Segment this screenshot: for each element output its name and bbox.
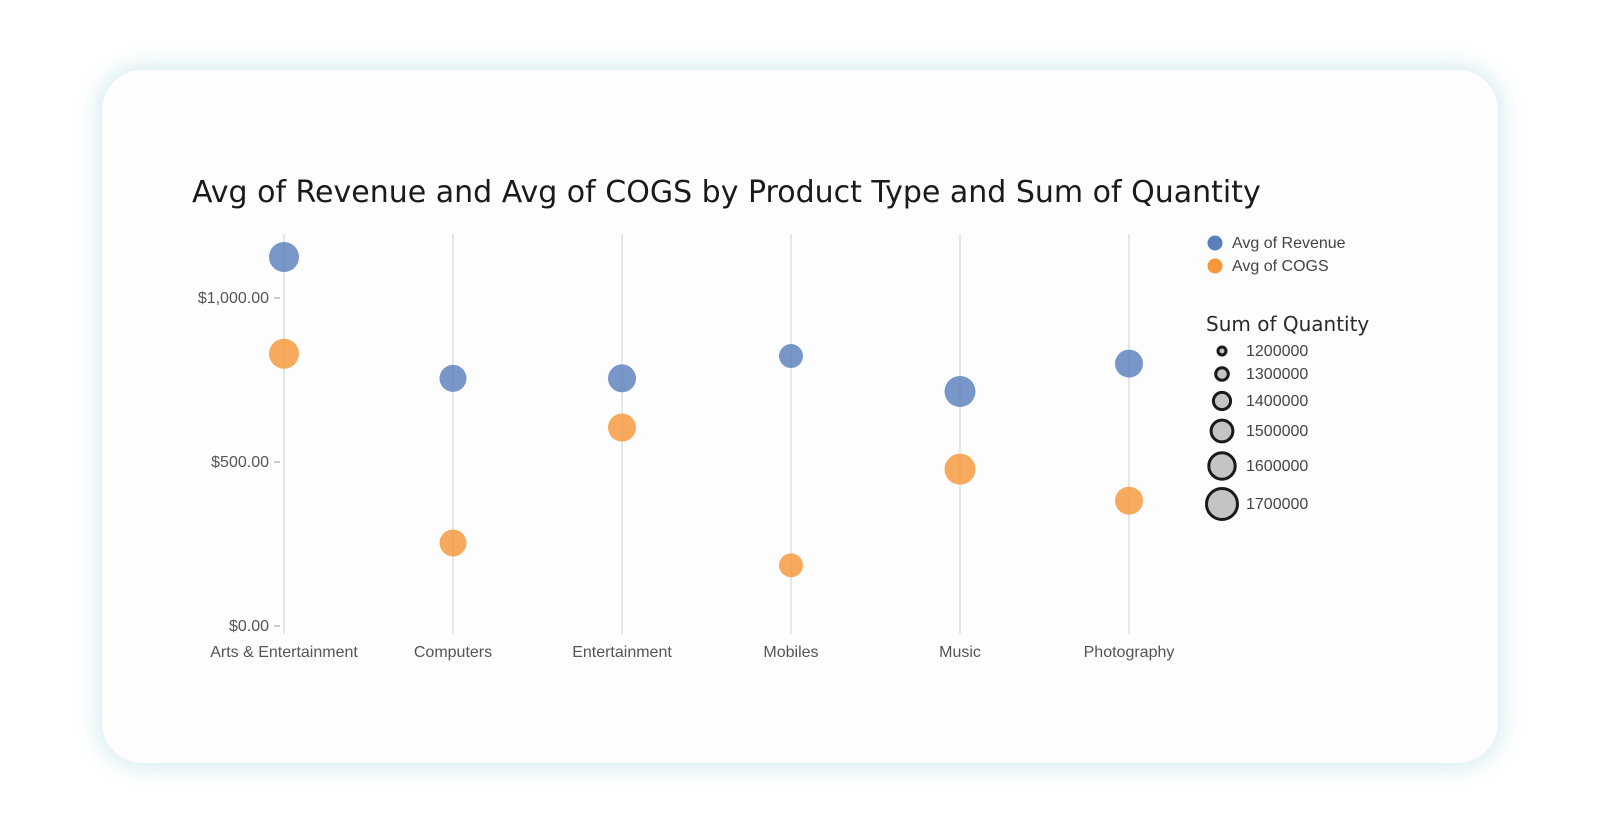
y-tick-label: $1,000.00 bbox=[198, 290, 269, 307]
x-tick-label: Arts & Entertainment bbox=[210, 644, 358, 661]
x-tick-label: Computers bbox=[414, 644, 492, 661]
cogs-point[interactable] bbox=[779, 553, 803, 578]
size-legend-label: 1400000 bbox=[1246, 393, 1308, 410]
legend: Avg of Revenue Avg of COGS Sum of Quantity… bbox=[1205, 235, 1369, 521]
x-tick-label: Photography bbox=[1084, 644, 1175, 661]
size-legend-label: 1500000 bbox=[1246, 423, 1308, 440]
revenue-point[interactable] bbox=[439, 364, 467, 392]
revenue-point[interactable] bbox=[1115, 349, 1143, 378]
x-tick-label: Entertainment bbox=[572, 644, 672, 661]
cogs-point[interactable] bbox=[269, 338, 299, 369]
revenue-point[interactable] bbox=[944, 375, 976, 407]
size-legend-label: 1700000 bbox=[1246, 496, 1308, 513]
data-points bbox=[269, 242, 1143, 578]
cogs-point[interactable] bbox=[608, 413, 636, 442]
y-tick-label: $0.00 bbox=[229, 618, 269, 635]
size-legend-circle bbox=[1211, 390, 1233, 412]
cogs-point[interactable] bbox=[439, 529, 467, 557]
size-legend-circle bbox=[1216, 345, 1228, 357]
size-legend-label: 1600000 bbox=[1246, 458, 1308, 475]
legend-label: Avg of Revenue bbox=[1232, 235, 1346, 252]
size-legend-label: 1200000 bbox=[1246, 343, 1308, 360]
legend-label: Avg of COGS bbox=[1232, 258, 1329, 275]
chart-title: Avg of Revenue and Avg of COGS by Produc… bbox=[192, 175, 1261, 210]
legend-swatch bbox=[1207, 235, 1223, 251]
size-legend-circle bbox=[1209, 418, 1235, 444]
size-legend-title: Sum of Quantity bbox=[1206, 312, 1369, 336]
size-legend-circle bbox=[1207, 451, 1237, 481]
size-legend-circle bbox=[1205, 487, 1239, 521]
chart-card: Avg of Revenue and Avg of COGS by Produc… bbox=[102, 70, 1498, 763]
y-tick-label: $500.00 bbox=[211, 454, 269, 471]
size-legend-label: 1300000 bbox=[1246, 366, 1308, 383]
x-tick-label: Mobiles bbox=[763, 644, 818, 661]
cogs-point[interactable] bbox=[1115, 486, 1143, 515]
cogs-point[interactable] bbox=[944, 453, 976, 485]
revenue-point[interactable] bbox=[608, 364, 636, 393]
x-tick-label: Music bbox=[939, 644, 981, 661]
revenue-point[interactable] bbox=[269, 242, 299, 272]
legend-swatch bbox=[1207, 258, 1223, 274]
revenue-point[interactable] bbox=[779, 344, 803, 369]
x-axis: Arts & Entertainment Computers Entertainme… bbox=[210, 644, 1174, 661]
scatter-chart: Avg of Revenue and Avg of COGS by Produc… bbox=[192, 175, 1369, 661]
grid-layer bbox=[283, 234, 1130, 634]
y-axis: $0.00 $500.00 $1,000.00 bbox=[198, 290, 280, 635]
size-legend-circle bbox=[1214, 366, 1230, 382]
